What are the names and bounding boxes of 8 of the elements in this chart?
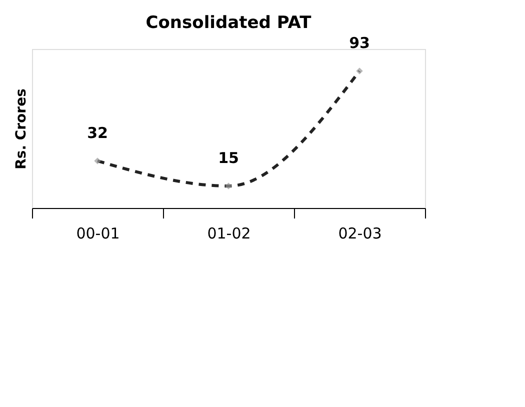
data-label: 32 [87, 124, 108, 142]
x-tick-label: 01-02 [207, 224, 251, 242]
data-label: 15 [218, 149, 239, 167]
chart-title: Consolidated PAT [146, 13, 312, 33]
y-axis-title: Rs. Crores [14, 88, 30, 170]
x-tick-label: 00-01 [76, 224, 120, 242]
data-label: 93 [349, 34, 370, 52]
x-tick-label: 02-03 [338, 224, 382, 242]
